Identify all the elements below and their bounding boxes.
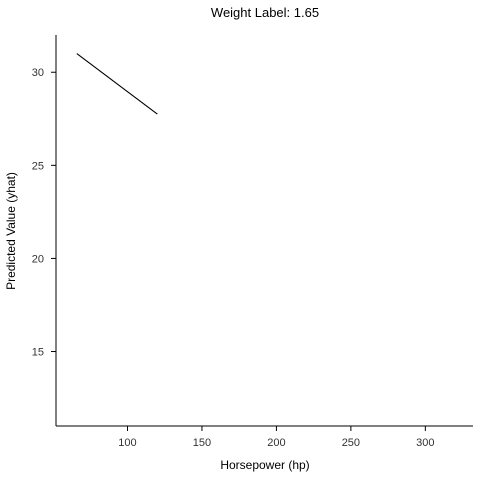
chart-title: Weight Label: 1.65 <box>211 5 319 20</box>
y-axis: 15 20 25 30 <box>32 35 56 426</box>
plot-area <box>77 54 158 115</box>
y-tick-label: 15 <box>32 347 44 359</box>
x-tick-label: 300 <box>416 437 434 449</box>
y-tick-label: 20 <box>32 253 44 265</box>
y-axis-title: Predicted Value (yhat) <box>4 172 18 290</box>
x-tick-label: 200 <box>267 437 285 449</box>
x-tick-label: 250 <box>342 437 360 449</box>
x-tick-label: 150 <box>193 437 211 449</box>
x-axis: 100 150 200 250 300 <box>56 426 473 449</box>
x-tick-label: 100 <box>118 437 136 449</box>
y-tick-label: 25 <box>32 160 44 172</box>
x-axis-title: Horsepower (hp) <box>220 458 309 472</box>
y-tick-label: 30 <box>32 67 44 79</box>
series-line <box>77 54 158 115</box>
